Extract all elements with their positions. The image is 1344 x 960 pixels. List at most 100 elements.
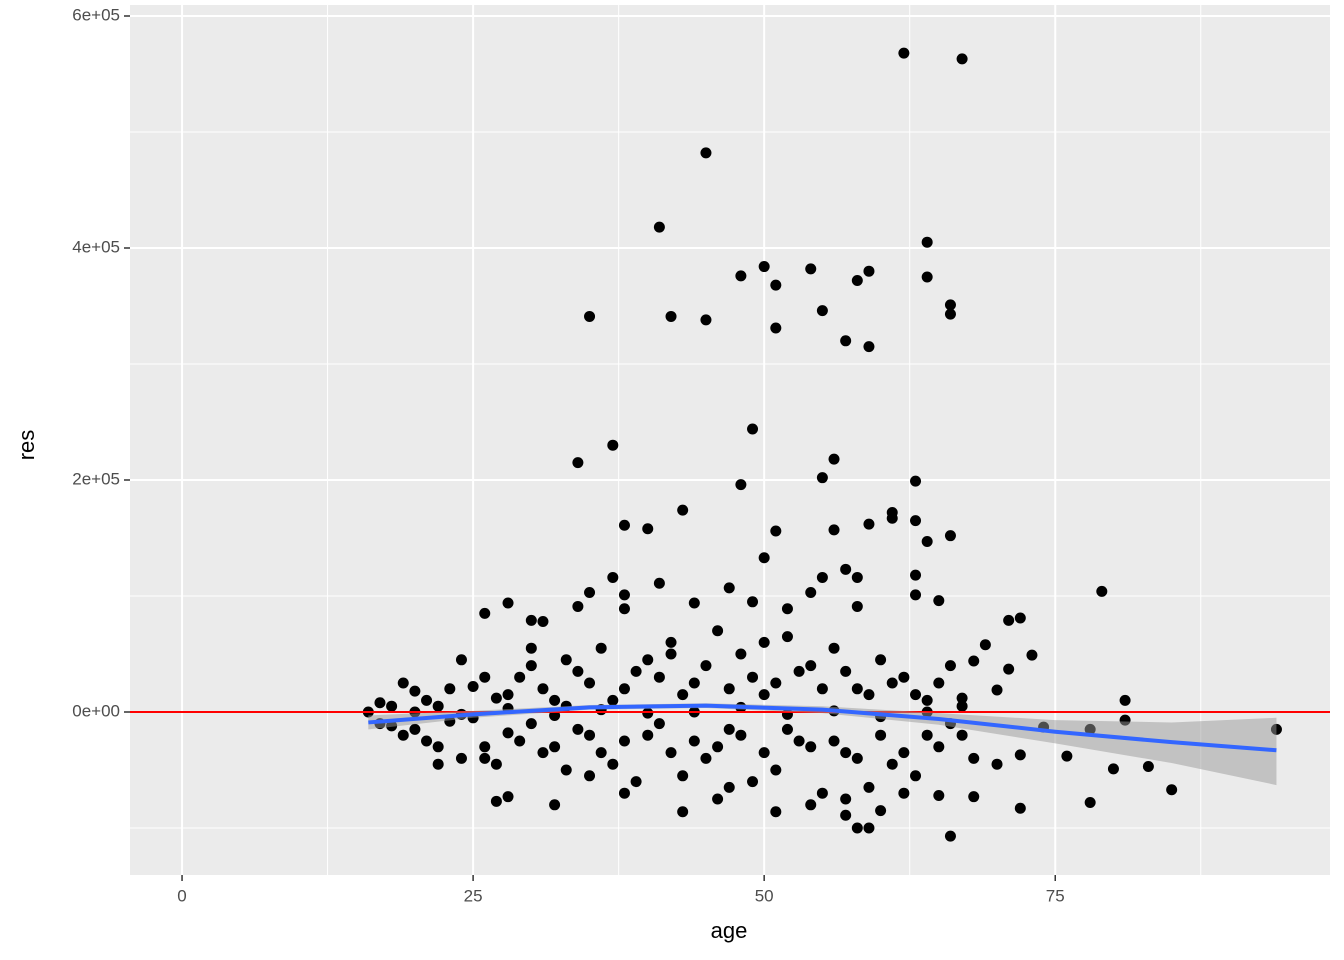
- point: [409, 685, 421, 697]
- point: [805, 263, 817, 275]
- point: [886, 512, 898, 524]
- point: [653, 718, 665, 730]
- point: [968, 791, 980, 803]
- point: [479, 752, 491, 764]
- point: [863, 822, 875, 834]
- point: [618, 589, 630, 601]
- point: [642, 654, 654, 666]
- point: [910, 689, 922, 701]
- point: [618, 787, 630, 799]
- point: [758, 747, 770, 759]
- point: [584, 729, 596, 741]
- point: [653, 577, 665, 589]
- point: [910, 770, 922, 782]
- point: [747, 423, 759, 435]
- point: [1014, 749, 1026, 761]
- point: [921, 535, 933, 547]
- point: [875, 805, 887, 817]
- x-tick-label: 75: [1046, 886, 1065, 905]
- point: [781, 723, 793, 735]
- point: [816, 472, 828, 484]
- point: [944, 830, 956, 842]
- point: [688, 677, 700, 689]
- point: [1119, 694, 1131, 706]
- point: [991, 758, 1003, 770]
- point: [374, 697, 386, 709]
- point: [653, 671, 665, 683]
- point: [712, 625, 724, 637]
- point: [770, 322, 782, 334]
- point: [1084, 796, 1096, 808]
- point: [572, 600, 584, 612]
- point: [688, 597, 700, 609]
- point: [525, 642, 537, 654]
- point: [642, 523, 654, 535]
- point: [956, 692, 968, 704]
- point: [607, 439, 619, 451]
- point: [840, 665, 852, 677]
- point: [618, 519, 630, 531]
- point: [840, 563, 852, 575]
- x-tick-label: 25: [464, 886, 483, 905]
- point: [944, 299, 956, 311]
- point: [735, 479, 747, 491]
- point: [1166, 784, 1178, 796]
- point: [1107, 763, 1119, 775]
- point: [851, 274, 863, 286]
- point: [758, 636, 770, 648]
- point: [793, 735, 805, 747]
- point: [549, 741, 561, 753]
- point: [735, 729, 747, 741]
- point: [805, 741, 817, 753]
- point: [653, 221, 665, 233]
- point: [793, 665, 805, 677]
- point: [630, 776, 642, 788]
- point: [1026, 649, 1038, 661]
- point: [770, 525, 782, 537]
- point: [1061, 750, 1073, 762]
- point: [700, 314, 712, 326]
- point: [805, 660, 817, 672]
- point: [933, 595, 945, 607]
- y-tick-label: 4e+05: [72, 237, 120, 256]
- point: [910, 589, 922, 601]
- point: [944, 660, 956, 672]
- point: [642, 707, 654, 719]
- point: [665, 747, 677, 759]
- point: [584, 677, 596, 689]
- point: [490, 795, 502, 807]
- point: [432, 741, 444, 753]
- point: [840, 793, 852, 805]
- point: [455, 752, 467, 764]
- point: [479, 607, 491, 619]
- x-tick-label: 50: [755, 886, 774, 905]
- point: [549, 694, 561, 706]
- point: [968, 752, 980, 764]
- point: [828, 524, 840, 536]
- point: [851, 600, 863, 612]
- point: [514, 671, 526, 683]
- point: [863, 781, 875, 793]
- point: [595, 642, 607, 654]
- point: [735, 648, 747, 660]
- point: [758, 552, 770, 564]
- point: [1096, 585, 1108, 597]
- point: [770, 764, 782, 776]
- point: [944, 308, 956, 320]
- point: [816, 571, 828, 583]
- point: [991, 684, 1003, 696]
- point: [1003, 614, 1015, 626]
- point: [723, 723, 735, 735]
- point: [677, 770, 689, 782]
- point: [421, 735, 433, 747]
- point: [816, 787, 828, 799]
- point: [560, 764, 572, 776]
- point: [572, 723, 584, 735]
- point: [525, 718, 537, 730]
- point: [781, 631, 793, 643]
- point: [828, 453, 840, 465]
- point: [584, 770, 596, 782]
- point: [898, 671, 910, 683]
- point: [502, 597, 514, 609]
